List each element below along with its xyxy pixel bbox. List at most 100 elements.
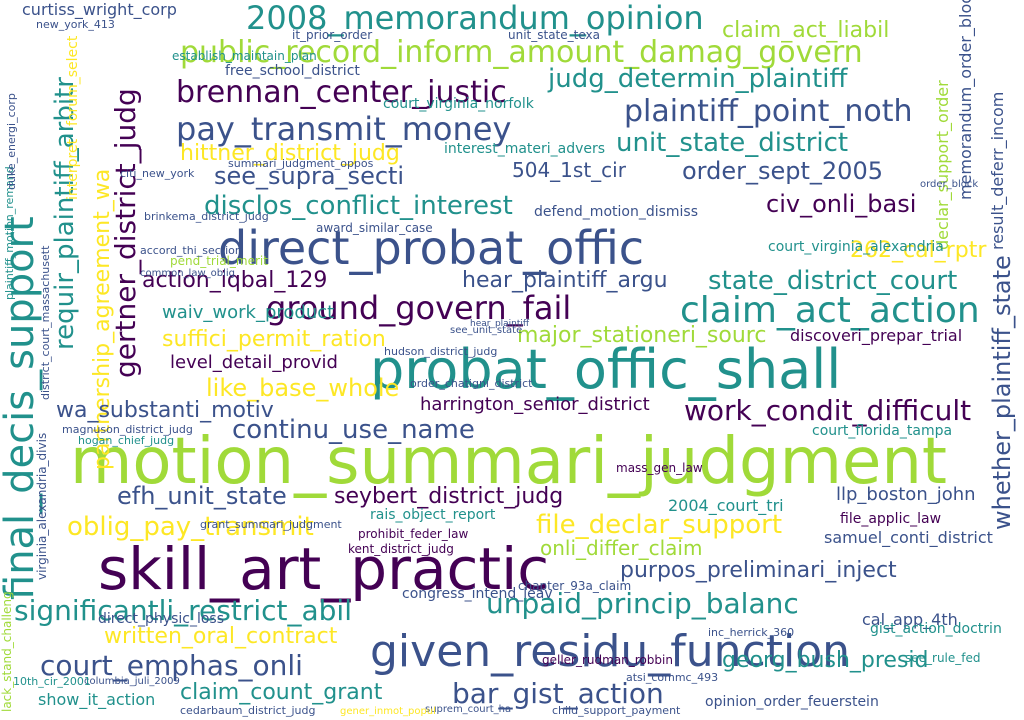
word: unit_state_texa — [508, 28, 600, 42]
word: gertner_district_judg — [109, 88, 142, 378]
word: free_school_district — [225, 63, 360, 79]
word: mass_gen_law — [616, 461, 703, 475]
word: file_applic_law — [840, 511, 942, 527]
word: cal_app_4th — [862, 610, 958, 629]
word: grant_summari_judgment — [200, 518, 342, 531]
word: work_condit_difficult — [684, 394, 972, 427]
word: hear_plaintiff_argu — [462, 268, 668, 293]
word: establish_maintain_plan — [172, 49, 317, 63]
word: duke_energi_corp — [5, 93, 18, 190]
word: atsi_commc_493 — [626, 671, 719, 684]
word: direct_physic_loss — [98, 611, 224, 627]
word: major_stationeri_sourc — [517, 323, 767, 348]
word: common_law_oblig — [140, 268, 236, 279]
word: motion_summari_judgment — [70, 425, 947, 499]
word: memorandum_order_block — [956, 0, 975, 200]
word: congress_intend_leav — [402, 586, 553, 602]
word: georg_bush_presid — [722, 648, 929, 673]
word: district_court_massachusett — [39, 245, 52, 400]
word: forum_select — [65, 35, 81, 126]
word: purpos_preliminari_inject — [620, 558, 897, 583]
word: court_emphas_onli — [40, 649, 303, 682]
word: 2008_memorandum_opinion — [246, 0, 704, 37]
word: efh_unit_state — [117, 482, 287, 510]
word: claim_act_action — [680, 290, 980, 331]
word: plaintiff_point_noth — [624, 94, 913, 129]
word: oblig_pay_transmit — [67, 512, 314, 542]
word: lack_stand_challeng — [0, 591, 14, 712]
word: state_district_court — [708, 266, 958, 296]
word: bar_gist_action — [452, 677, 664, 710]
word: discoveri_prepar_trial — [790, 326, 963, 345]
word: brennan_center_justic — [176, 75, 507, 110]
word: 10th_cir_2001 — [13, 675, 91, 688]
word: skill_art_practic — [98, 535, 550, 603]
word: claim_count_grant — [180, 680, 383, 705]
word: prohibit_feder_law — [358, 527, 469, 541]
word: level_detail_provid — [170, 352, 338, 373]
word: judg_determin_plaintiff — [548, 64, 848, 94]
word: interpret — [65, 138, 81, 200]
word: llp_boston_john — [836, 484, 976, 505]
word: file_declar_support — [536, 510, 783, 540]
word: award_similar_case — [316, 221, 433, 235]
word: unit_state_district — [616, 128, 849, 158]
word: chapter_93a_claim — [518, 579, 632, 593]
word: pend_trial_merit — [170, 254, 268, 268]
word: hittner_district_judg — [180, 141, 400, 166]
word: child_support_payment — [552, 704, 681, 717]
word: ground_govern_fail — [266, 289, 572, 327]
word: pay_transmit_money — [176, 110, 512, 148]
word: defend_motion_dismiss — [534, 204, 699, 220]
word: see_rule_fed — [905, 651, 981, 665]
word: whether_plaintiff_state — [988, 255, 1016, 530]
word: suprem_court_ha — [425, 704, 512, 715]
word: action_iqbal_129 — [142, 268, 328, 293]
word: see_unit_state — [450, 325, 523, 336]
word: civ_onli_basi — [766, 190, 917, 218]
word: continu_use_name — [232, 415, 475, 445]
word: curtiss_wright_corp — [22, 0, 177, 19]
word: order_sept_2005 — [682, 157, 883, 185]
word: show_it_action — [38, 690, 156, 709]
word: hogan_chief_judg — [78, 434, 175, 447]
word: seybert_district_judg — [334, 484, 564, 509]
word: order_chatigni_district — [410, 377, 533, 390]
word: brinkema_district_judg — [144, 210, 269, 223]
word: virginia_alexandria_divis — [35, 432, 49, 580]
word: significantli_restrict_abil — [14, 594, 352, 627]
word: court_florida_tampa — [812, 423, 953, 439]
word: 504_1st_cir — [512, 158, 626, 182]
word: court_virginia_alexandria — [768, 239, 944, 255]
word: written_oral_contract — [104, 624, 338, 649]
word: summari_judgment_oppos — [228, 157, 374, 170]
word: waiv_work_product — [162, 302, 335, 323]
word: citi_new_york — [120, 167, 195, 180]
word: probat_offic_shall — [370, 338, 842, 401]
word: wa_substanti_motiv — [56, 398, 274, 423]
word: like_base_whole — [206, 374, 400, 402]
word: public_record_inform_amount_damag_govern — [180, 35, 863, 70]
word: geller_rudman_robbin — [542, 653, 673, 667]
word: 2004_court_tri — [668, 496, 784, 515]
word: interest_materi_advers — [444, 141, 606, 157]
word: cedarbaum_district_judg — [180, 704, 316, 717]
word: harrington_senior_district — [420, 394, 650, 415]
word: accord_thi_section — [140, 244, 242, 257]
word: gener_inmot_popul — [340, 706, 436, 717]
word: disclos_conflict_interest — [204, 191, 513, 221]
word: 262_cal_rptr — [850, 238, 987, 263]
word: claim_act_liabil — [722, 18, 890, 43]
word: result_deferr_incom — [988, 91, 1007, 250]
word: rais_object_report — [370, 507, 496, 523]
word: hear_plaintiff — [470, 319, 530, 329]
word: columbia_juli_2009 — [84, 676, 180, 687]
word: direct_probat_offic — [218, 221, 645, 275]
word: hudson_district_judg — [384, 345, 498, 358]
word: kent_district_judg — [348, 542, 454, 556]
word: inc_herrick_360 — [708, 626, 795, 639]
word: magnuson_district_judg — [62, 423, 193, 436]
word: it_prior_order — [292, 28, 373, 42]
word: gist_action_doctrin — [870, 621, 1002, 637]
